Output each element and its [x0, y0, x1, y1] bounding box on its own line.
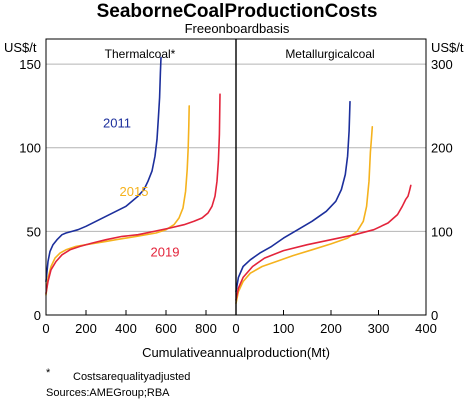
x-tick-label: 400 — [415, 321, 437, 336]
sources-note: Sources:AMEGroup;RBA — [46, 387, 170, 399]
thermal-series — [45, 56, 221, 296]
x-tick-label: 0 — [232, 321, 239, 336]
left-y-tick-label: 150 — [19, 57, 41, 72]
x-tick-label: 300 — [368, 321, 390, 336]
x-tick-label: 600 — [155, 321, 177, 336]
right-y-tick-label: 300 — [431, 57, 453, 72]
right-y-tick-label: 200 — [431, 141, 453, 156]
thermal-gridlines — [46, 63, 236, 232]
series-line-2019-metallurgical — [235, 184, 412, 301]
x-tick-label: 0 — [42, 321, 49, 336]
metallurgical-series — [235, 100, 412, 305]
series-line-2015-thermal — [45, 105, 190, 296]
right-y-tick-label: 100 — [431, 224, 453, 239]
metallurgical-panel-title: Metallurgicalcoal — [285, 47, 374, 61]
left-y-unit: US$/t — [4, 40, 37, 55]
left-y-tick-label: 50 — [27, 224, 41, 239]
footnote-marker: * — [46, 367, 51, 379]
left-y-tick-label: 100 — [19, 141, 41, 156]
series-label-2011: 2011 — [103, 116, 131, 131]
x-tick-label: 800 — [195, 321, 217, 336]
right-y-unit: US$/t — [431, 40, 464, 55]
series-line-2015-metallurgical — [235, 126, 374, 305]
metallurgical-gridlines — [236, 63, 426, 232]
series-line-2011-thermal — [45, 56, 162, 283]
tick-labels: 0 50 100 150 0 200 400 600 800 0 100 200 300 0 100 200 3… — [19, 57, 452, 336]
x-tick-label: 100 — [273, 321, 295, 336]
x-axis-label: Cumulativeannualproduction(Mt) — [142, 345, 330, 360]
footnote-text: Costsarequalityadjusted — [73, 371, 190, 383]
series-label-2019: 2019 — [151, 244, 180, 259]
x-tick-label: 400 — [115, 321, 137, 336]
x-tick-label: 200 — [320, 321, 342, 336]
series-line-2011-metallurgical — [235, 100, 351, 293]
thermal-panel-title: Thermalcoal* — [105, 47, 176, 61]
series-labels: 2011 2015 2019 — [103, 116, 179, 260]
right-y-tick-label: 0 — [431, 308, 438, 323]
chart-subtitle: Freeonboardbasis — [185, 21, 290, 36]
series-line-2019-thermal — [45, 93, 221, 295]
left-y-tick-label: 0 — [34, 308, 41, 323]
series-label-2015: 2015 — [120, 184, 149, 199]
x-tick-label: 200 — [75, 321, 97, 336]
chart-title: SeaborneCoalProductionCosts — [97, 1, 378, 22]
